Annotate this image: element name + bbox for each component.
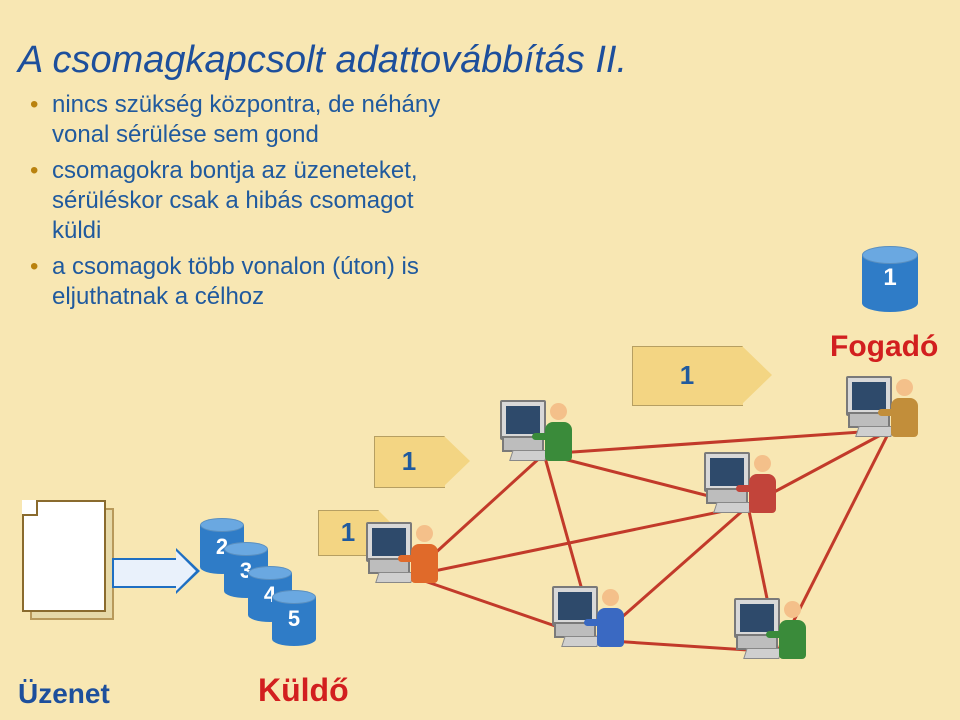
path-arrow-number: 1 bbox=[374, 446, 444, 477]
path-arrow-icon: 1 bbox=[632, 346, 772, 404]
computer-user-icon bbox=[500, 400, 580, 472]
computer-user-icon bbox=[366, 522, 446, 594]
packet-cylinder-icon: 1 bbox=[862, 246, 918, 312]
packet-number: 1 bbox=[862, 264, 918, 292]
computer-user-icon bbox=[734, 598, 814, 670]
network-edges bbox=[0, 0, 960, 720]
slide-stage: A csomagkapcsolt adattovábbítás II. ninc… bbox=[0, 0, 960, 720]
path-arrow-number: 1 bbox=[632, 360, 742, 391]
computer-user-icon bbox=[552, 586, 632, 658]
path-arrow-icon: 1 bbox=[374, 436, 470, 486]
sender-label: Küldő bbox=[258, 672, 349, 709]
message-label: Üzenet bbox=[18, 678, 110, 710]
computer-user-icon bbox=[846, 376, 926, 448]
packet-cylinder-icon: 5 bbox=[272, 590, 316, 646]
packet-number: 5 bbox=[272, 606, 316, 632]
computer-user-icon bbox=[704, 452, 784, 524]
receiver-label: Fogadó bbox=[830, 330, 938, 364]
